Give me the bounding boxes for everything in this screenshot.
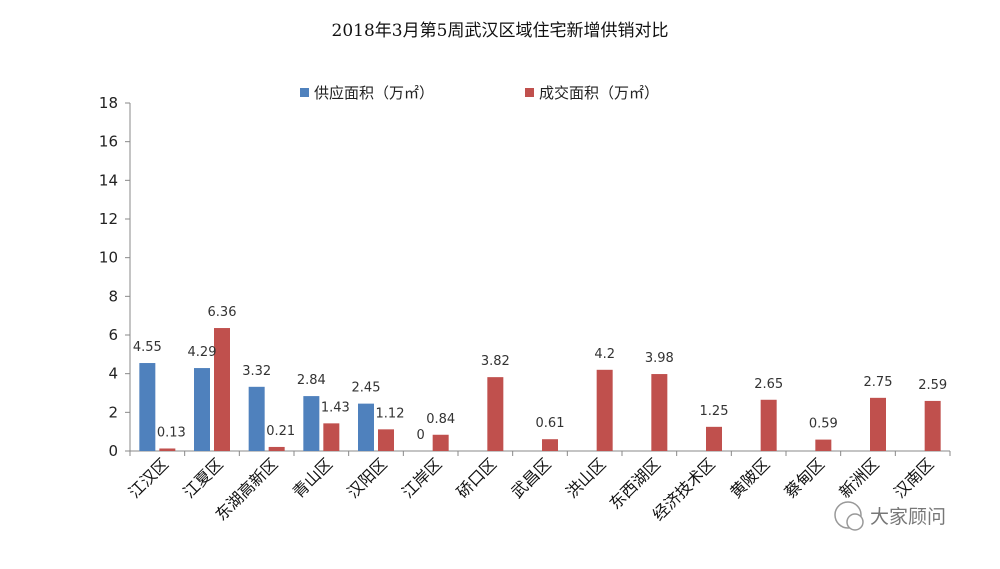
supply-bar (303, 396, 320, 451)
legend: 供应面积（万㎡） 成交面积（万㎡） (300, 84, 659, 102)
sales-bar (159, 448, 176, 451)
supply-value-label: 3.32 (242, 364, 271, 379)
supply-bar (139, 363, 156, 451)
sales-bar (323, 423, 340, 451)
sales-value-label: 3.98 (645, 351, 674, 366)
legend-swatch (300, 88, 309, 97)
wechat-icon-bubble-small (846, 513, 864, 531)
wechat-icon (834, 501, 864, 531)
x-category-label: 汉南区 (890, 454, 937, 501)
sales-value-label: 2.75 (864, 375, 893, 390)
x-category-label: 汉阳区 (343, 454, 390, 501)
y-tick-label: 12 (99, 210, 118, 228)
sales-bar (596, 369, 613, 451)
legend-swatch (525, 88, 534, 97)
y-tick-label: 10 (99, 249, 118, 267)
watermark: 大家顾问 (834, 501, 946, 531)
x-category-label: 江岸区 (398, 454, 445, 501)
x-category-label: 新洲区 (835, 454, 882, 501)
sales-value-label: 1.25 (700, 404, 729, 419)
wechat-icon-bubble (834, 501, 862, 529)
y-tick-label: 16 (99, 133, 118, 151)
sales-value-label: 2.65 (754, 377, 783, 392)
sales-bar (651, 374, 668, 451)
legend-label: 成交面积（万㎡） (539, 84, 659, 102)
supply-value-label: 4.55 (133, 340, 162, 355)
legend-label: 供应面积（万㎡） (314, 84, 434, 102)
sales-value-label: 0.21 (266, 424, 295, 439)
supply-value-label: 2.84 (297, 373, 326, 388)
supply-value-label: 2.45 (352, 381, 381, 396)
sales-value-label: 0.59 (809, 417, 838, 432)
bars (139, 328, 941, 451)
supply-bar (248, 386, 265, 451)
supply-value-label: 4.29 (188, 345, 217, 360)
sales-bar (214, 328, 230, 451)
x-category-label: 硚口区 (453, 454, 500, 501)
sales-value-label: 6.36 (208, 305, 237, 320)
sales-bar (924, 400, 941, 451)
sales-value-label: 0.61 (536, 416, 565, 431)
sales-value-label: 0.84 (426, 412, 455, 427)
watermark-text: 大家顾问 (870, 506, 946, 528)
x-category-label: 江夏区 (179, 454, 226, 501)
y-tick-label: 6 (108, 326, 118, 344)
sales-bar (706, 426, 722, 451)
x-category-label: 蔡甸区 (781, 454, 828, 501)
sales-value-label: 1.43 (321, 400, 350, 415)
x-category-label: 江汉区 (125, 454, 172, 501)
y-tick-label: 0 (108, 442, 118, 460)
sales-bar (487, 377, 504, 451)
sales-value-label: 3.82 (481, 354, 510, 369)
sales-bar (268, 446, 285, 451)
y-tick-label: 4 (108, 365, 118, 383)
sales-bar (760, 399, 777, 451)
y-tick-label: 18 (99, 94, 118, 112)
sales-value-label: 4.2 (594, 347, 615, 362)
y-tick-label: 2 (108, 403, 118, 421)
sales-bar (378, 429, 394, 451)
sales-bar (432, 434, 449, 451)
sales-value-label: 2.59 (918, 378, 947, 393)
x-category-label: 武昌区 (507, 454, 554, 501)
supply-bar (358, 403, 374, 451)
x-category-label: 黄陂区 (726, 454, 773, 501)
sales-bar (870, 397, 886, 451)
sales-bar (542, 439, 558, 451)
sales-value-label: 0.13 (157, 425, 186, 440)
chart-title: 2018年3月第5周武汉区域住宅新增供销对比 (331, 21, 669, 41)
sales-value-label: 1.12 (376, 406, 405, 421)
data-labels: 4.55 0.13 4.29 6.36 3.32 0.21 2.84 1.432.45 1.12… (133, 305, 947, 443)
y-tick-label: 14 (99, 171, 118, 189)
y-tick-label: 8 (108, 287, 118, 305)
sales-bar (815, 439, 832, 451)
x-category-label: 洪山区 (562, 454, 609, 501)
supply-bar (194, 368, 210, 451)
x-category-label: 青山区 (289, 454, 336, 501)
supply-value-label: 0 (417, 428, 425, 443)
